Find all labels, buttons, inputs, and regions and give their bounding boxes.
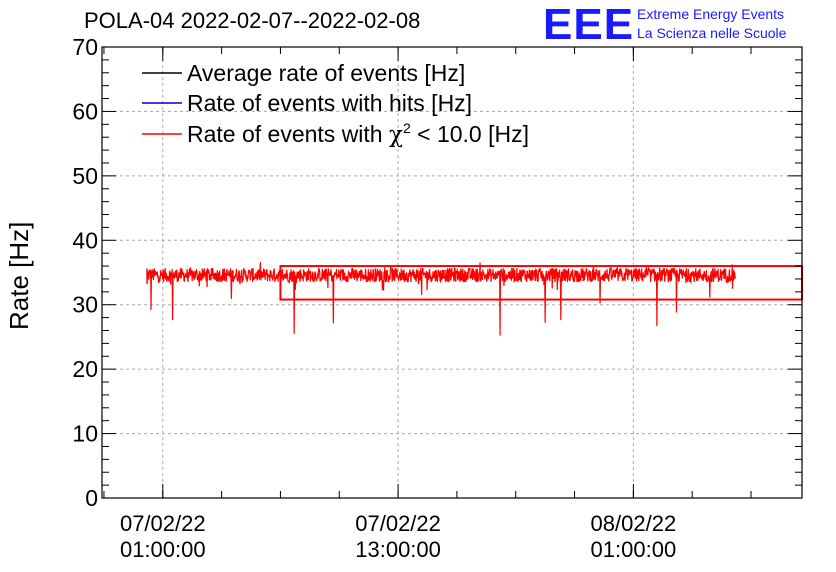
y-tick-label: 20 (72, 356, 98, 382)
grid-lines (102, 47, 802, 498)
logo-line-2: La Scienza nelle Scuole (637, 25, 787, 41)
y-tick-label: 50 (72, 163, 98, 189)
series-layer (146, 262, 803, 336)
x-tick-label-time: 01:00:00 (120, 537, 206, 562)
x-tick-label-time: 01:00:00 (591, 537, 677, 562)
legend: Average rate of events [Hz] Rate of event… (142, 60, 529, 148)
eee-logo: EEE (543, 0, 635, 49)
y-tick-labels: 0 10 20 30 40 50 60 70 (72, 34, 98, 511)
legend-entry: Average rate of events [Hz] (187, 60, 465, 86)
y-tick-label: 10 (72, 421, 98, 447)
y-tick-label: 0 (85, 485, 98, 511)
plot-frame (101, 46, 803, 499)
x-tick-label-date: 08/02/22 (591, 511, 677, 536)
x-tick-label-date: 07/02/22 (355, 511, 441, 536)
series-line-chi2 (146, 262, 736, 336)
x-tick-label-time: 13:00:00 (355, 537, 441, 562)
legend-entry: Rate of events with hits [Hz] (187, 90, 472, 116)
y-tick-label: 60 (72, 98, 98, 124)
x-tick-label-date: 07/02/22 (120, 511, 206, 536)
chart-title: POLA-04 2022-02-07--2022-02-08 (84, 8, 421, 33)
y-tick-label: 70 (72, 34, 98, 60)
axis-ticks (102, 46, 802, 499)
legend-entry: Rate of events with χ2 < 10.0 [Hz] (187, 120, 529, 148)
y-tick-label: 40 (72, 227, 98, 253)
y-tick-label: 30 (72, 292, 98, 318)
x-tick-labels: 07/02/2201:00:0007/02/2213:00:0008/02/22… (120, 511, 676, 562)
y-axis-label: Rate [Hz] (4, 221, 34, 330)
logo-line-1: Extreme Energy Events (637, 6, 785, 22)
